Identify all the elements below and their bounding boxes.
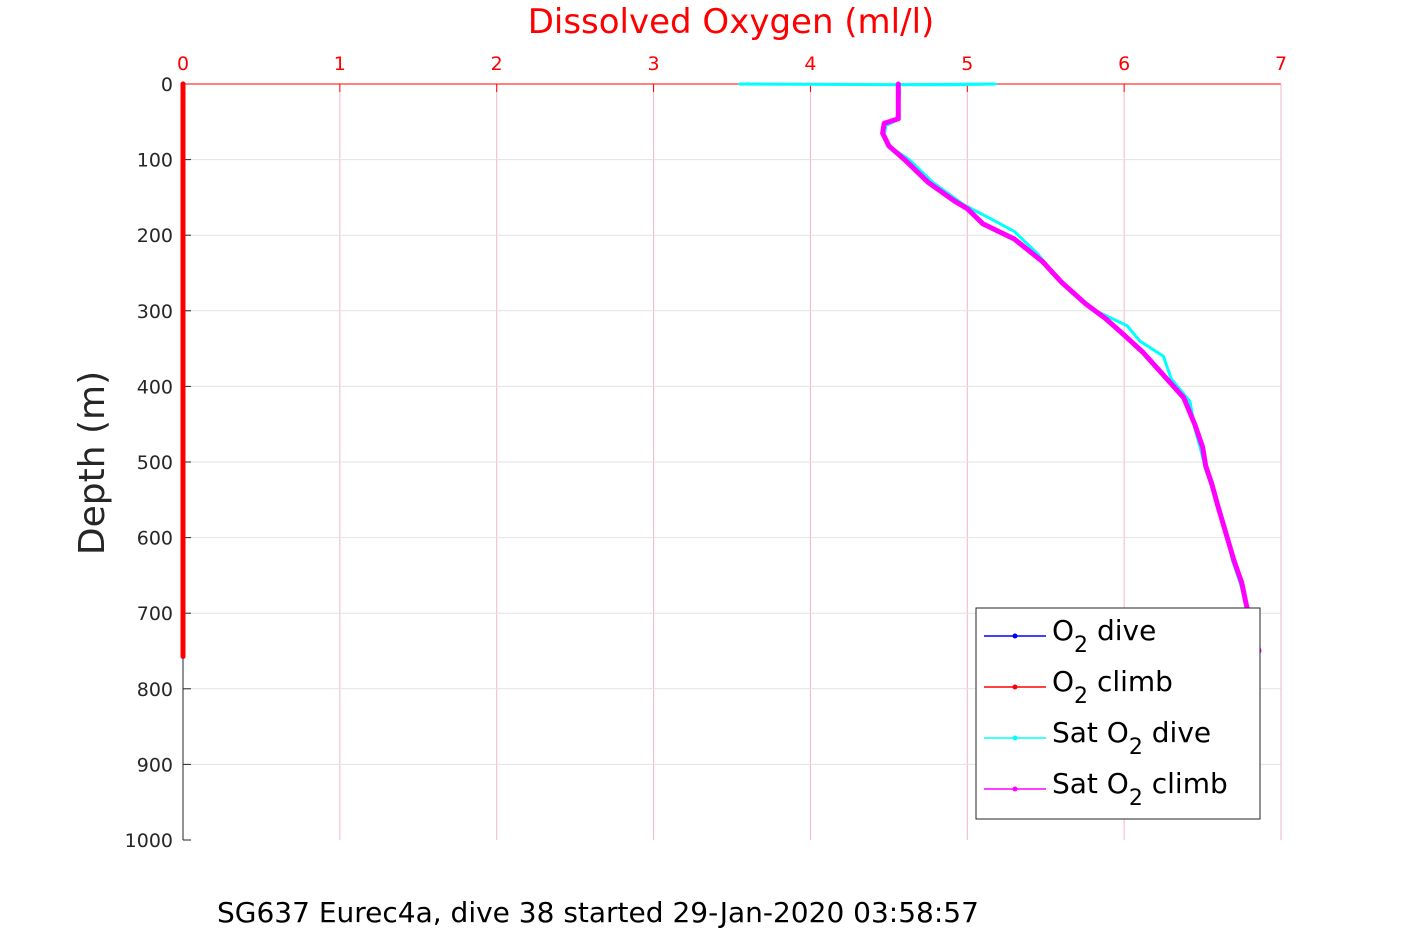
y-tick-label: 700 [137,603,173,625]
y-tick-label: 200 [137,225,173,247]
x-tick-label: 7 [1275,53,1287,75]
x-tick-label: 6 [1118,53,1130,75]
y-tick-label: 600 [137,528,173,550]
legend-swatch-marker [1012,786,1018,792]
y-tick-label: 500 [137,452,173,474]
x-tick-label: 2 [491,53,503,75]
legend-swatch-marker [1012,684,1018,690]
legend-label: Sat O2 dive [1052,716,1211,760]
y-tick-label: 400 [137,376,173,398]
y-tick-label: 900 [137,754,173,776]
x-tick-label: 3 [648,53,660,75]
x-tick-label: 5 [961,53,973,75]
y-tick-label: 0 [161,74,173,96]
series-line-sat-o2-dive [738,82,1248,608]
y-tick-label: 800 [137,679,173,701]
y-tick-label: 300 [137,301,173,323]
y-tick-label: 1000 [125,830,173,852]
dive-caption: SG637 Eurec4a, dive 38 started 29-Jan-20… [217,896,979,929]
x-tick-label: 0 [177,53,189,75]
legend-label: O2 dive [1052,614,1156,658]
legend: O2 dive O2 climb Sat O2 dive Sat O2 climb [975,607,1261,820]
x-tick-label: 4 [804,53,816,75]
legend-box [975,607,1261,820]
series-line-sat-o2-climb [880,81,1262,654]
x-tick-label: 1 [334,53,346,75]
legend-label: O2 climb [1052,665,1173,709]
legend-swatch-marker [1012,735,1018,741]
chart-title: Dissolved Oxygen (ml/l) [528,2,935,42]
legend-swatch-marker [1012,633,1018,639]
series-lines [180,81,1262,659]
y-tick-label: 100 [137,150,173,172]
y-axis-label: Depth (m) [72,371,113,555]
legend-label: Sat O2 climb [1052,767,1228,811]
